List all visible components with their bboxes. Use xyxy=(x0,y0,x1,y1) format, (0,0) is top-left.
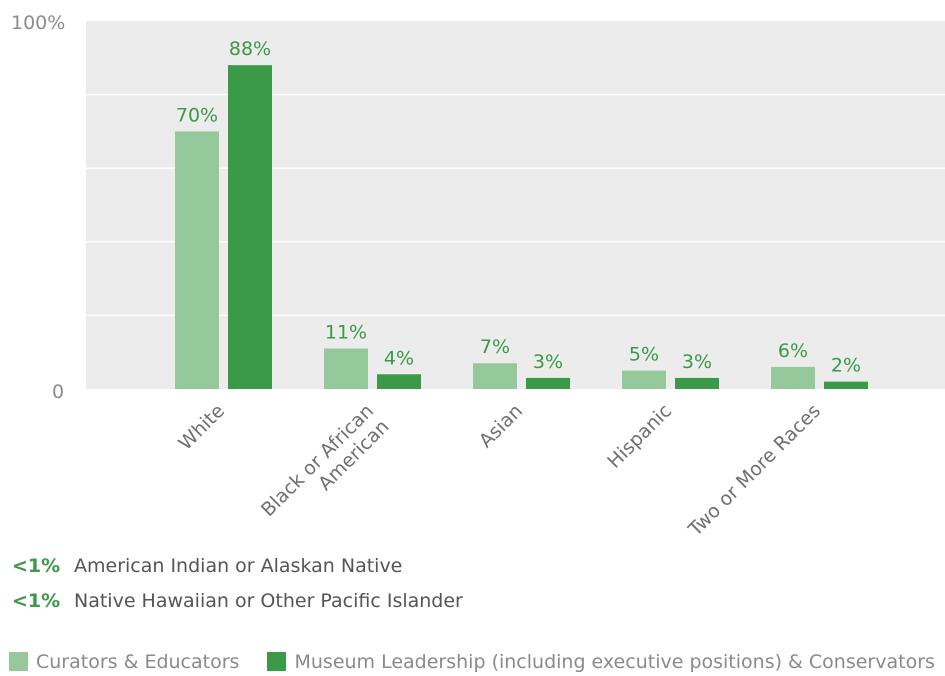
data-label: 88% xyxy=(229,38,271,60)
data-label: 11% xyxy=(325,322,367,344)
note-value: <1% xyxy=(12,590,61,612)
data-label: 3% xyxy=(533,351,563,373)
legend-swatch xyxy=(267,652,287,671)
bar-curators xyxy=(175,131,219,389)
y-tick-top: 100% xyxy=(11,12,65,34)
legend-label: Curators & Educators xyxy=(36,651,240,673)
y-tick-bottom: 0 xyxy=(52,381,64,403)
category-label: Asian xyxy=(475,400,527,452)
data-label: 3% xyxy=(682,351,712,373)
note-value: <1% xyxy=(12,555,61,577)
data-label: 2% xyxy=(831,355,861,377)
bar-leadership xyxy=(526,377,570,389)
legend-item-leadership: Museum Leadership (including executive p… xyxy=(267,648,935,676)
bar-leadership xyxy=(228,65,272,389)
data-label: 4% xyxy=(384,347,414,369)
bar-curators xyxy=(771,366,815,389)
legend-swatch xyxy=(9,652,28,671)
legend: Curators & Educators Museum Leadership (… xyxy=(9,648,945,676)
category-label: Hispanic xyxy=(603,400,676,473)
bar-leadership xyxy=(377,374,421,389)
bar-curators xyxy=(622,370,666,389)
note-row: <1% Native Hawaiian or Other Pacific Isla… xyxy=(12,587,463,622)
bar-curators xyxy=(324,348,368,389)
category-label: White xyxy=(174,400,229,455)
data-label: 7% xyxy=(480,336,510,358)
bar-leadership xyxy=(824,381,868,389)
bar-curators xyxy=(473,363,517,389)
data-label: 70% xyxy=(176,104,218,126)
note-text: American Indian or Alaskan Native xyxy=(74,555,403,577)
note-text: Native Hawaiian or Other Pacific Islande… xyxy=(74,590,463,612)
data-label: 5% xyxy=(629,344,659,366)
notes-list: <1% American Indian or Alaskan Native <1%… xyxy=(12,552,463,622)
legend-item-curators: Curators & Educators xyxy=(9,648,239,676)
bar-leadership xyxy=(675,377,719,389)
category-label: Two or More Races xyxy=(684,400,825,541)
data-label: 6% xyxy=(778,340,808,362)
category-label: Black or AfricanAmerican xyxy=(257,400,394,537)
bar-chart: 100% 0 70% 88% 11% 4% 7% 3% 5% 3% 6% 2% White Blac… xyxy=(11,12,945,541)
note-row: <1% American Indian or Alaskan Native xyxy=(12,552,463,587)
category-labels: White Black or AfricanAmerican Asian Hispan… xyxy=(174,400,825,541)
bars xyxy=(175,65,868,389)
data-labels: 70% 88% 11% 4% 7% 3% 5% 3% 6% 2% xyxy=(176,38,861,376)
legend-label: Museum Leadership (including executive p… xyxy=(294,651,935,673)
